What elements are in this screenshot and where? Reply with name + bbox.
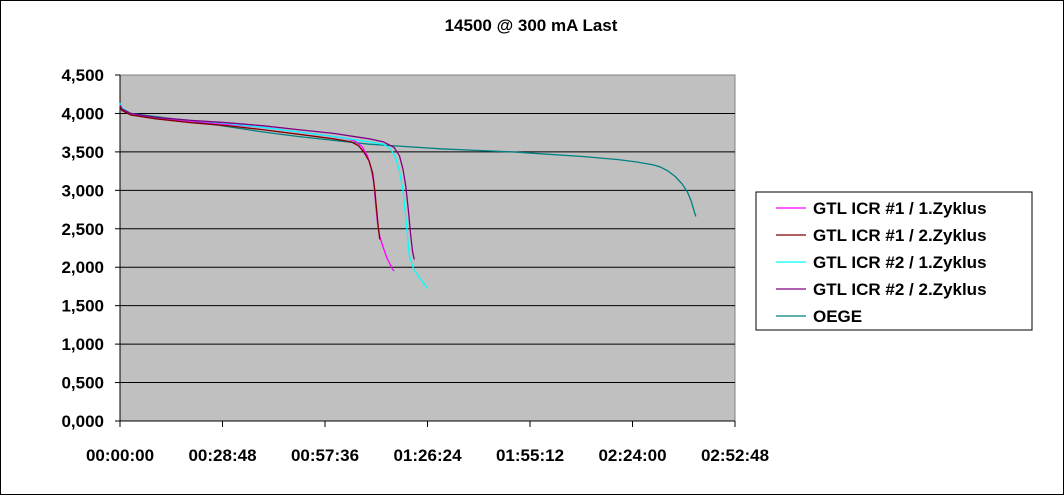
legend-label: GTL ICR #2 / 1.Zyklus	[813, 253, 987, 272]
y-tick-label: 0,000	[61, 412, 104, 431]
x-tick-label: 00:28:48	[188, 446, 256, 465]
legend-box	[755, 191, 1033, 331]
grid-lines	[120, 112, 735, 384]
y-tick-label: 1,500	[61, 297, 104, 316]
series-group	[119, 102, 697, 290]
legend-label: GTL ICR #1 / 1.Zyklus	[813, 199, 987, 218]
x-tick-label: 01:55:12	[496, 446, 564, 465]
legend-label: GTL ICR #1 / 2.Zyklus	[813, 226, 987, 245]
series-line-4	[119, 104, 415, 260]
y-tick-label: 2,500	[61, 220, 104, 239]
x-tick-label: 00:57:36	[291, 446, 359, 465]
series-line-5	[119, 102, 697, 217]
y-tick-label: 1,000	[61, 335, 104, 354]
y-tick-label: 0,500	[61, 374, 104, 393]
series-line-2	[119, 105, 381, 240]
y-tick-label: 4,500	[61, 66, 104, 85]
legend-label: GTL ICR #2 / 2.Zyklus	[813, 280, 987, 299]
y-tick-label: 2,000	[61, 258, 104, 277]
x-axis-ticks: 00:00:00 00:28:48 00:57:36 01:26:24 01:55:12…	[86, 421, 769, 465]
series-line-1	[119, 103, 395, 272]
y-tick-label: 3,500	[61, 143, 104, 162]
x-tick-label: 02:24:00	[598, 446, 666, 465]
y-axis-ticks: 0,000 0,500 1,000 1,500 2,000 2,500 3,000 3,500…	[61, 66, 120, 431]
x-tick-label: 02:52:48	[701, 446, 769, 465]
y-tick-label: 3,000	[61, 181, 104, 200]
legend: GTL ICR #1 / 1.Zyklus GTL ICR #1 / 2.Zykl…	[755, 191, 1033, 331]
chart-title: 14500 @ 300 mA Last	[445, 16, 618, 35]
plot-area	[119, 74, 736, 422]
x-tick-label: 00:00:00	[86, 446, 154, 465]
legend-label: OEGE	[813, 307, 862, 326]
x-tick-label: 01:26:24	[393, 446, 462, 465]
y-tick-label: 4,000	[61, 104, 104, 123]
